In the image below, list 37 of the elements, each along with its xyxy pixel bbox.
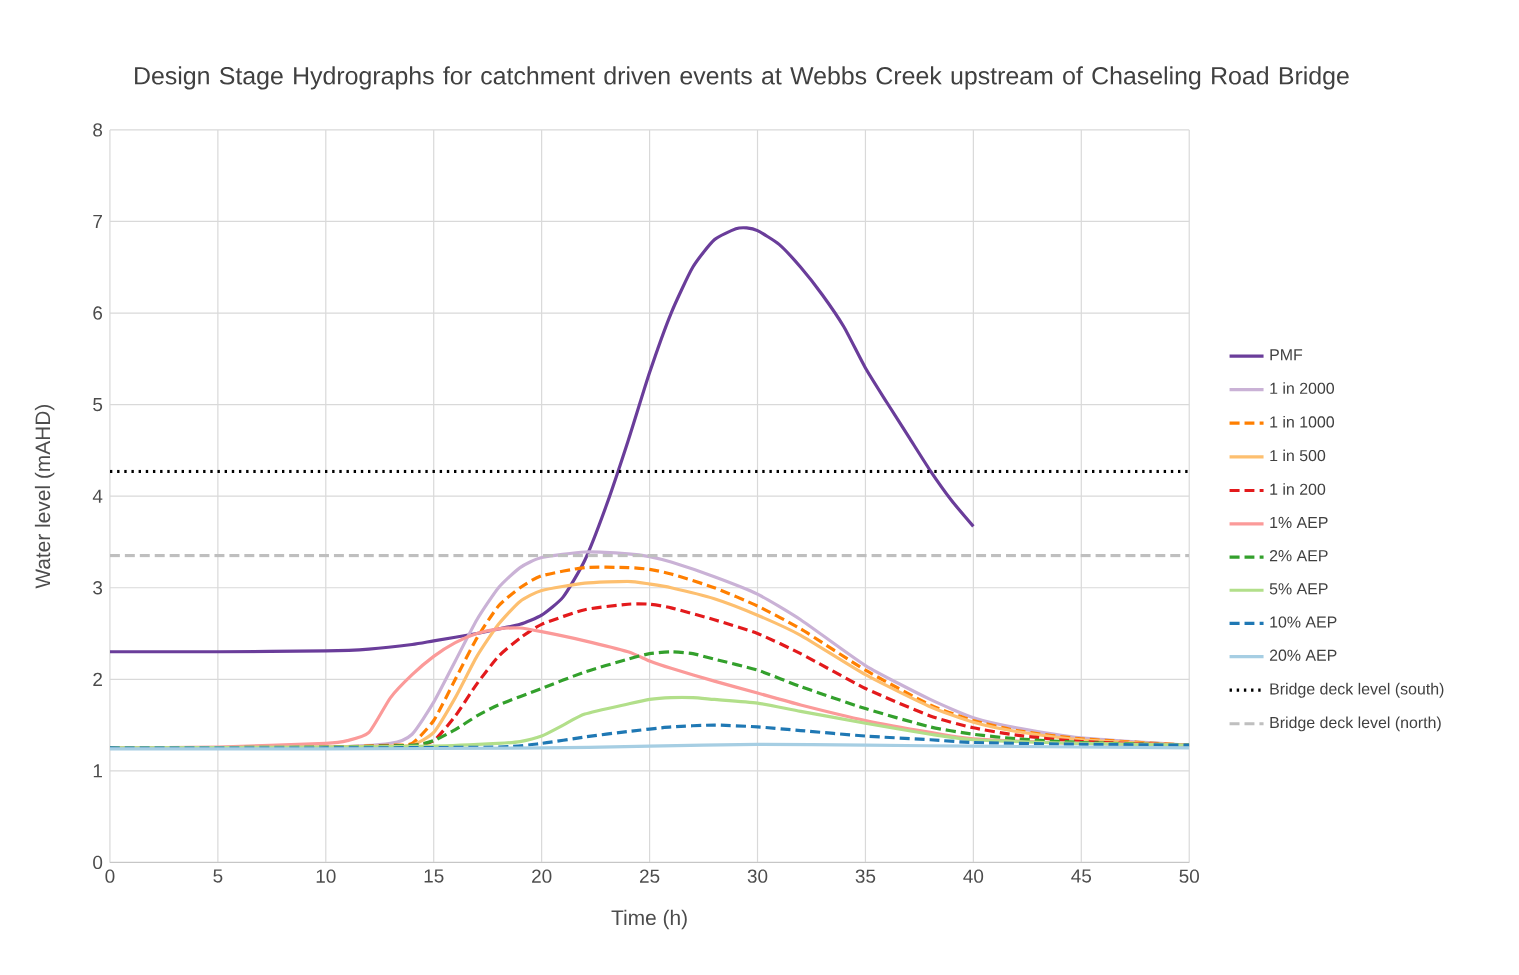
legend-label: 1 in 2000 xyxy=(1270,382,1335,394)
legend-label: PMF xyxy=(1270,349,1303,361)
y-axis-title: Water level (mAHD) xyxy=(34,404,55,589)
x-tick-label: 35 xyxy=(855,869,876,883)
y-tick-label: 6 xyxy=(93,306,103,320)
legend-label: 10% AEP xyxy=(1270,616,1337,628)
legend-label: 1 in 500 xyxy=(1270,449,1326,462)
y-tick-label: 1 xyxy=(93,764,102,778)
y-tick-label: 8 xyxy=(93,123,103,137)
x-tick-label: 25 xyxy=(640,869,660,883)
x-tick-label: 5 xyxy=(213,869,223,883)
legend-label: 2% AEP xyxy=(1269,549,1328,562)
y-tick-label: 4 xyxy=(92,489,103,503)
x-tick-label: 20 xyxy=(532,869,552,883)
x-tick-label: 15 xyxy=(424,869,444,883)
x-tick-label: 40 xyxy=(963,869,984,883)
x-tick-label: 0 xyxy=(105,869,115,883)
x-tick-label: 45 xyxy=(1071,869,1092,883)
line-series xyxy=(109,723,1190,750)
y-tick-label: 7 xyxy=(93,214,102,228)
x-tick-label: 30 xyxy=(747,869,768,883)
y-tick-label: 0 xyxy=(93,855,103,869)
chart-title: Design Stage Hydrographs for catchment driven events at Webbs Creek upstream of Chaseling Road Bridge xyxy=(135,66,1349,90)
legend-label: 5% AEP xyxy=(1269,583,1328,595)
x-tick-label: 10 xyxy=(316,869,336,883)
legend-label: 1% AEP xyxy=(1270,516,1328,528)
y-tick-label: 2 xyxy=(93,672,102,686)
legend-label: Bridge deck level (south) xyxy=(1270,682,1444,698)
line-series xyxy=(109,226,975,654)
legend-label: 20% AEP xyxy=(1269,649,1337,661)
x-axis-title: Time (h) xyxy=(611,909,687,930)
legend-label: 1 in 1000 xyxy=(1270,415,1335,428)
y-tick-label: 3 xyxy=(93,580,103,595)
legend-label: Bridge deck level (north) xyxy=(1270,716,1441,732)
x-tick-label: 50 xyxy=(1179,869,1199,883)
legend-label: 1 in 200 xyxy=(1270,483,1326,495)
y-tick-label: 5 xyxy=(93,397,103,412)
